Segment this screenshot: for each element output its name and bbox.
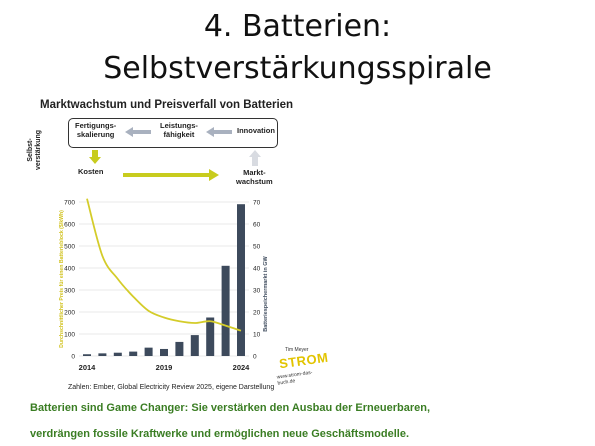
left-tick-label: 200 — [64, 310, 75, 317]
right-tick-label: 30 — [253, 288, 261, 295]
box-item-leistung-line1: Leistungs- — [160, 121, 198, 130]
right-tick-label: 0 — [253, 354, 257, 361]
side-label-line1: Selbst- — [27, 138, 35, 162]
bar — [221, 265, 230, 356]
right-tick-label: 50 — [253, 244, 261, 251]
logo-author: Tim Meyer — [285, 347, 309, 353]
slide-title-line1: 4. Batterien: — [203, 9, 392, 44]
caption-line1: Batterien sind Game Changer: Sie verstär… — [30, 402, 430, 414]
left-tick-label: 0 — [71, 354, 75, 361]
marktwachstum-line1: Markt- — [243, 168, 266, 177]
book-logo: Tim Meyer STROM www.strom-das-buch.de — [273, 347, 329, 389]
battery-figure: Marktwachstum und Preisverfall von Batte… — [27, 96, 333, 396]
left-axis-title: Durchschnittlicher Preis für einen Batte… — [59, 210, 65, 348]
source-note: Zahlen: Ember, Global Electricity Review… — [68, 384, 275, 391]
bar — [190, 335, 199, 356]
x-tick-label: 2024 — [233, 363, 251, 372]
slide-title: 4. Batterien: Selbstverstärkungsspirale — [0, 6, 595, 90]
arrow-right-icon — [123, 169, 219, 181]
bar — [160, 348, 168, 356]
left-tick-label: 100 — [64, 332, 75, 339]
marktwachstum-label: Markt- wachstum — [236, 168, 273, 186]
box-item-fertigung-line1: Fertigungs- — [75, 121, 117, 130]
figure-title: Marktwachstum und Preisverfall von Batte… — [40, 99, 294, 111]
x-tick-label: 2014 — [79, 363, 97, 372]
bar — [144, 347, 153, 356]
left-tick-label: 700 — [64, 200, 75, 207]
left-tick-label: 400 — [64, 266, 75, 273]
battery-chart: 0 0 100 10 200 20 300 30 400 40 500 50 600 60 700 70 201… — [59, 198, 269, 372]
bar — [237, 204, 245, 356]
kosten-label: Kosten — [78, 167, 104, 176]
right-tick-label: 10 — [253, 332, 261, 339]
right-tick-label: 20 — [253, 310, 261, 317]
bar — [113, 352, 122, 356]
left-tick-label: 300 — [64, 288, 75, 295]
right-tick-label: 60 — [253, 222, 261, 229]
side-label: Selbst-verstärkung — [27, 120, 51, 180]
bar — [129, 351, 138, 356]
box-item-innovation: Innovation — [237, 126, 275, 135]
bar — [206, 317, 215, 356]
price-line — [86, 198, 242, 332]
box-item-fertigung-line2: skalierung — [76, 130, 115, 139]
bar — [83, 354, 91, 356]
bar — [98, 353, 107, 356]
caption-line2: verdrängen fossile Kraftwerke und ermögl… — [30, 428, 410, 440]
right-tick-label: 40 — [253, 266, 261, 273]
side-label-line2: verstärkung — [35, 129, 43, 171]
arrow-left-icon — [206, 127, 232, 137]
arrow-down-icon — [89, 150, 101, 164]
arrow-up-icon — [249, 150, 261, 166]
x-tick-label: 2019 — [156, 363, 173, 372]
slide-title-line2: Selbstverstärkungsspirale — [103, 51, 492, 86]
box-item-leistung: Leistungs- fähigkeit — [160, 121, 198, 139]
bar — [175, 341, 184, 356]
box-item-leistung-line2: fähigkeit — [163, 130, 195, 139]
left-tick-label: 500 — [64, 244, 75, 251]
right-axis-title: Batteriespeichermarkt in GW — [263, 255, 269, 331]
box-item-fertigung: Fertigungs- skalierung — [75, 121, 116, 139]
spiral-box: Fertigungs- skalierung Leistungs- fähigk… — [68, 118, 278, 148]
right-tick-label: 70 — [253, 200, 261, 207]
arrow-left-icon — [125, 127, 151, 137]
left-tick-label: 600 — [64, 222, 75, 229]
marktwachstum-line2: wachstum — [236, 177, 273, 186]
